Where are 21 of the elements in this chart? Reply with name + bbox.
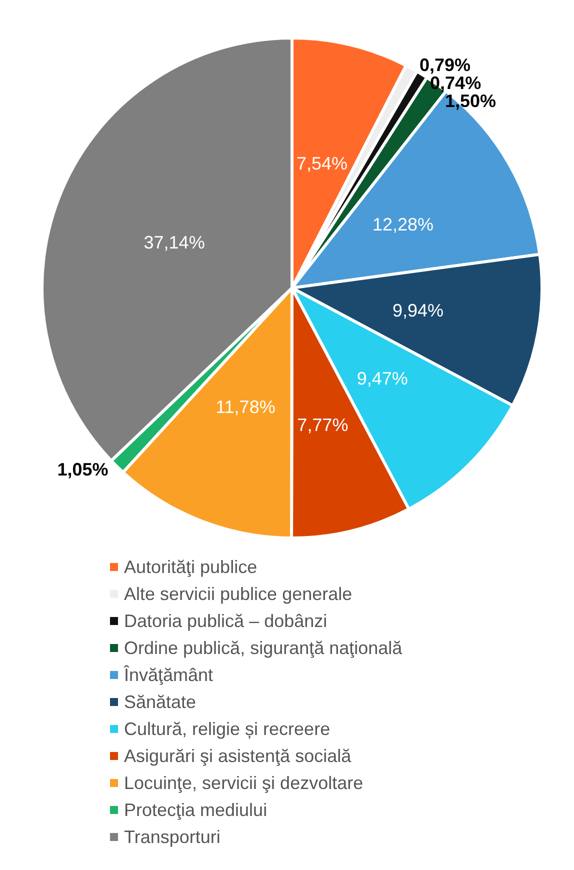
data-label: 11,78%	[216, 397, 276, 418]
data-label: 1,05%	[57, 459, 108, 480]
data-label: 9,94%	[392, 300, 444, 321]
legend-label: Ordine publică, siguranţă naţională	[124, 638, 404, 658]
legend-label: Învăţământ	[123, 665, 214, 685]
legend-label: Asigurări şi asistenţă socială	[124, 746, 352, 766]
data-label: 7,54%	[296, 154, 348, 174]
legend-label: Sănătate	[124, 692, 196, 712]
legend-label: Protecţia mediului	[124, 800, 268, 820]
legend-label: Transporturi	[124, 827, 220, 847]
data-label: 12,28%	[372, 214, 434, 234]
data-label: 37,14%	[144, 232, 205, 252]
legend-label: Datoria publică – dobânzi	[124, 611, 328, 631]
data-label: 7,77%	[297, 415, 348, 436]
legend-label: Autorităţi publice	[124, 557, 258, 577]
data-label: 0,79%	[419, 54, 470, 75]
legend-label: Locuinţe, servicii şi dezvoltare	[124, 773, 364, 793]
legend-label: Cultură, religie și recreere	[124, 719, 330, 739]
data-label: 9,47%	[356, 368, 408, 389]
legend-label: Alte servicii publice generale	[124, 584, 352, 604]
data-label: 0,74%	[430, 72, 482, 93]
